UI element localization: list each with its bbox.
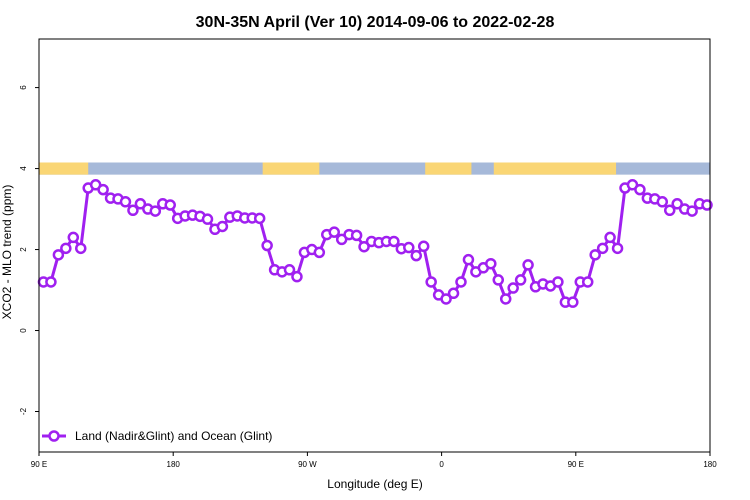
x-tick-label: 90 E: [31, 460, 47, 469]
data-point: [283, 264, 296, 276]
data-point: [522, 259, 534, 271]
data-point: [604, 231, 616, 244]
x-axis-label: Longitude (deg E): [327, 477, 422, 491]
data-point: [216, 220, 229, 233]
data-point: [388, 235, 400, 248]
data-point: [589, 249, 601, 261]
data-point: [358, 240, 370, 253]
data-point: [671, 198, 683, 210]
land-ocean-band: [39, 162, 710, 175]
series-group: [37, 179, 713, 308]
data-point: [485, 257, 497, 270]
plot-frame: [38, 38, 711, 453]
data-point: [596, 242, 609, 255]
data-point: [97, 183, 109, 196]
data-point: [447, 287, 460, 300]
data-point: [127, 204, 139, 217]
y-tick-label: 2: [19, 247, 28, 252]
data-point: [75, 242, 87, 255]
x-tick-label: 180: [167, 460, 181, 469]
data-point: [253, 212, 266, 225]
data-point: [440, 293, 452, 305]
data-point: [514, 274, 527, 286]
data-point: [410, 249, 423, 262]
data-point: [462, 253, 475, 266]
data-point: [425, 276, 437, 288]
data-point: [417, 240, 430, 253]
data-point: [492, 274, 505, 286]
x-tick-label: 90 E: [568, 460, 584, 469]
data-point: [164, 199, 176, 211]
data-point: [567, 296, 579, 308]
land-band-segment: [262, 162, 320, 175]
data-point: [455, 276, 467, 288]
data-point: [656, 196, 669, 208]
data-point: [328, 226, 340, 238]
y-axis: -2 0 2 4 6: [19, 85, 39, 415]
data-point: [552, 276, 564, 288]
x-tick-label: 0: [439, 460, 444, 469]
y-tick-label: 4: [19, 166, 28, 171]
y-tick-label: 6: [19, 85, 28, 90]
data-point: [291, 270, 303, 283]
x-axis: 90 E 180 90 W 0 90 E 180: [31, 452, 717, 469]
legend: Land (Nadir&Glint) and Ocean (Glint): [42, 429, 272, 443]
data-point: [701, 199, 713, 211]
land-band-segment: [39, 162, 89, 175]
land-band-segment: [493, 162, 617, 175]
y-tick-label: 0: [19, 328, 28, 333]
data-point: [499, 293, 512, 305]
chart-title: 30N-35N April (Ver 10) 2014-09-06 to 202…: [196, 14, 555, 31]
data-point: [52, 249, 65, 261]
data-point: [350, 229, 363, 242]
data-point: [403, 241, 415, 254]
data-point: [67, 231, 80, 244]
data-point: [611, 242, 624, 255]
data-point: [60, 242, 72, 255]
data-point: [313, 246, 326, 259]
data-point: [201, 213, 214, 225]
data-point: [261, 239, 273, 252]
data-point: [119, 196, 132, 208]
legend-label: Land (Nadir&Glint) and Ocean (Glint): [75, 429, 272, 443]
data-point: [149, 205, 162, 217]
data-point: [134, 198, 147, 210]
data-point: [507, 282, 519, 294]
y-tick-label: -2: [19, 407, 28, 415]
data-point: [45, 276, 57, 288]
land-band-segment: [425, 162, 472, 175]
y-axis-label: XCO2 - MLO trend (ppm): [0, 185, 14, 320]
legend-marker-swatch: [48, 430, 60, 442]
data-point: [686, 205, 698, 217]
x-tick-label: 180: [703, 460, 717, 469]
data-point: [581, 276, 594, 288]
x-tick-label: 90 W: [298, 460, 317, 469]
data-point: [663, 204, 676, 217]
data-point: [634, 183, 646, 196]
